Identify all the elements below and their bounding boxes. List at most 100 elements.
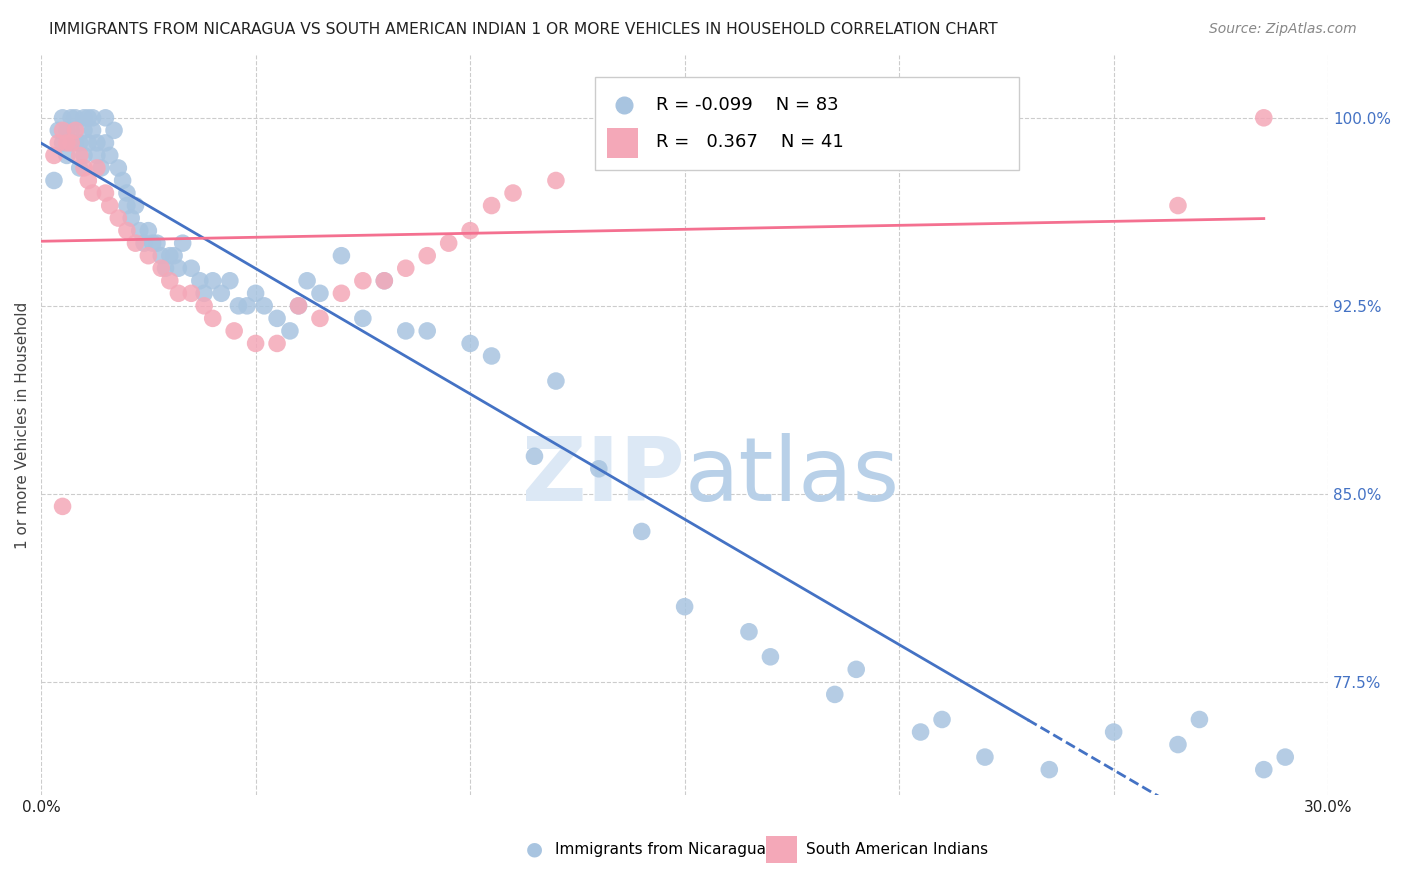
Point	[544, 374, 567, 388]
Point	[69, 136, 91, 150]
Point	[60, 123, 83, 137]
Point	[111, 173, 134, 187]
Point	[56, 136, 79, 150]
Point	[51, 500, 73, 514]
Point	[824, 687, 846, 701]
Point	[416, 249, 439, 263]
Point	[180, 286, 202, 301]
Point	[224, 324, 246, 338]
Point	[60, 111, 83, 125]
Point	[163, 249, 186, 263]
Text: South American Indians: South American Indians	[806, 842, 988, 856]
Point	[86, 136, 108, 150]
Point	[103, 123, 125, 137]
Point	[330, 286, 353, 301]
Point	[481, 198, 503, 212]
Point	[107, 211, 129, 225]
Point	[330, 249, 353, 263]
Point	[82, 111, 104, 125]
Point	[51, 123, 73, 137]
Point	[309, 311, 332, 326]
Point	[138, 224, 160, 238]
Point	[82, 123, 104, 137]
Point	[73, 123, 96, 137]
Point	[132, 236, 155, 251]
Point	[51, 111, 73, 125]
Point	[673, 599, 696, 614]
Point	[120, 211, 142, 225]
Point	[931, 713, 953, 727]
Point	[180, 261, 202, 276]
Point	[287, 299, 309, 313]
Point	[115, 186, 138, 200]
Point	[1167, 738, 1189, 752]
Point	[395, 261, 418, 276]
Point	[588, 462, 610, 476]
Text: R = -0.099    N = 83: R = -0.099 N = 83	[657, 95, 839, 113]
Point	[278, 324, 301, 338]
Point	[266, 311, 288, 326]
Point	[86, 148, 108, 162]
Text: Source: ZipAtlas.com: Source: ZipAtlas.com	[1209, 22, 1357, 37]
Point	[395, 324, 418, 338]
Point	[209, 286, 232, 301]
Point	[974, 750, 997, 764]
Point	[193, 286, 215, 301]
Text: Immigrants from Nicaragua: Immigrants from Nicaragua	[555, 842, 766, 856]
Point	[458, 224, 481, 238]
Text: IMMIGRANTS FROM NICARAGUA VS SOUTH AMERICAN INDIAN 1 OR MORE VEHICLES IN HOUSEHO: IMMIGRANTS FROM NICARAGUA VS SOUTH AMERI…	[49, 22, 998, 37]
Point	[138, 249, 160, 263]
Point	[65, 111, 87, 125]
Point	[65, 136, 87, 150]
Point	[172, 236, 194, 251]
Point	[910, 725, 932, 739]
Point	[458, 336, 481, 351]
Point	[73, 111, 96, 125]
Point	[1167, 198, 1189, 212]
Point	[245, 336, 267, 351]
Point	[90, 161, 112, 175]
Point	[98, 148, 121, 162]
Point	[630, 524, 652, 539]
Point	[167, 261, 190, 276]
Point	[150, 261, 173, 276]
Point	[416, 324, 439, 338]
Point	[295, 274, 318, 288]
Point	[523, 449, 546, 463]
Point	[373, 274, 395, 288]
Point	[352, 274, 374, 288]
FancyBboxPatch shape	[595, 78, 1019, 169]
Point	[159, 274, 181, 288]
Point	[1038, 763, 1060, 777]
Point	[253, 299, 276, 313]
Point	[150, 249, 173, 263]
Point	[98, 198, 121, 212]
Point	[65, 123, 87, 137]
Point	[94, 136, 117, 150]
Point	[115, 224, 138, 238]
Point	[46, 136, 69, 150]
Point	[201, 311, 224, 326]
Point	[128, 224, 150, 238]
Point	[159, 249, 181, 263]
Point	[738, 624, 761, 639]
Point	[42, 148, 65, 162]
Text: atlas: atlas	[685, 434, 900, 520]
Text: ZIP: ZIP	[522, 434, 685, 520]
Point	[437, 236, 460, 251]
Point	[502, 186, 524, 200]
Point	[352, 311, 374, 326]
Point	[142, 236, 165, 251]
Point	[77, 173, 100, 187]
Point	[60, 136, 83, 150]
Point	[46, 123, 69, 137]
Point	[42, 173, 65, 187]
Point	[94, 186, 117, 200]
Point	[201, 274, 224, 288]
Point	[373, 274, 395, 288]
Point	[193, 299, 215, 313]
Point	[155, 261, 177, 276]
Text: ●: ●	[526, 839, 543, 859]
Y-axis label: 1 or more Vehicles in Household: 1 or more Vehicles in Household	[15, 301, 30, 549]
Point	[146, 236, 169, 251]
